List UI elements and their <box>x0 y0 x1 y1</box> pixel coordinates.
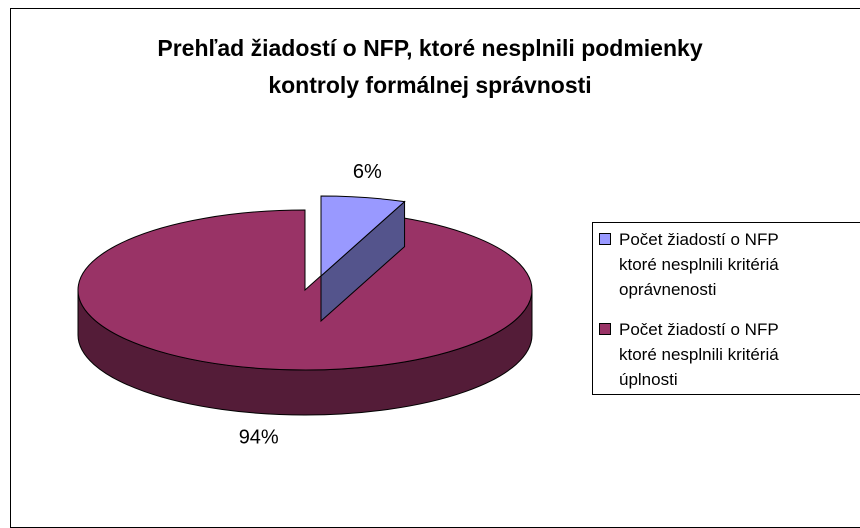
chart-title-box: Prehľad žiadostí o NFP, ktoré nesplnili … <box>0 30 860 104</box>
legend-label: Počet žiadostí o NFP ktoré nesplnili kri… <box>619 320 779 389</box>
legend: Počet žiadostí o NFP ktoré nesplnili kri… <box>592 222 860 395</box>
legend-label: Počet žiadostí o NFP ktoré nesplnili kri… <box>619 230 779 299</box>
page: {"chart_data": {"type": "pie3d", "title"… <box>0 8 860 528</box>
slice-top <box>77 209 533 371</box>
slice-top <box>320 195 406 278</box>
data-label: 94% <box>239 426 279 448</box>
data-label: 6% <box>353 161 382 183</box>
legend-swatch <box>599 233 611 245</box>
slice <box>320 195 406 323</box>
chart-title: Prehľad žiadostí o NFP, ktoré nesplnili … <box>157 35 703 98</box>
legend-swatch <box>599 323 611 335</box>
chart: 94% 6% <box>77 161 533 448</box>
slice <box>77 209 533 416</box>
